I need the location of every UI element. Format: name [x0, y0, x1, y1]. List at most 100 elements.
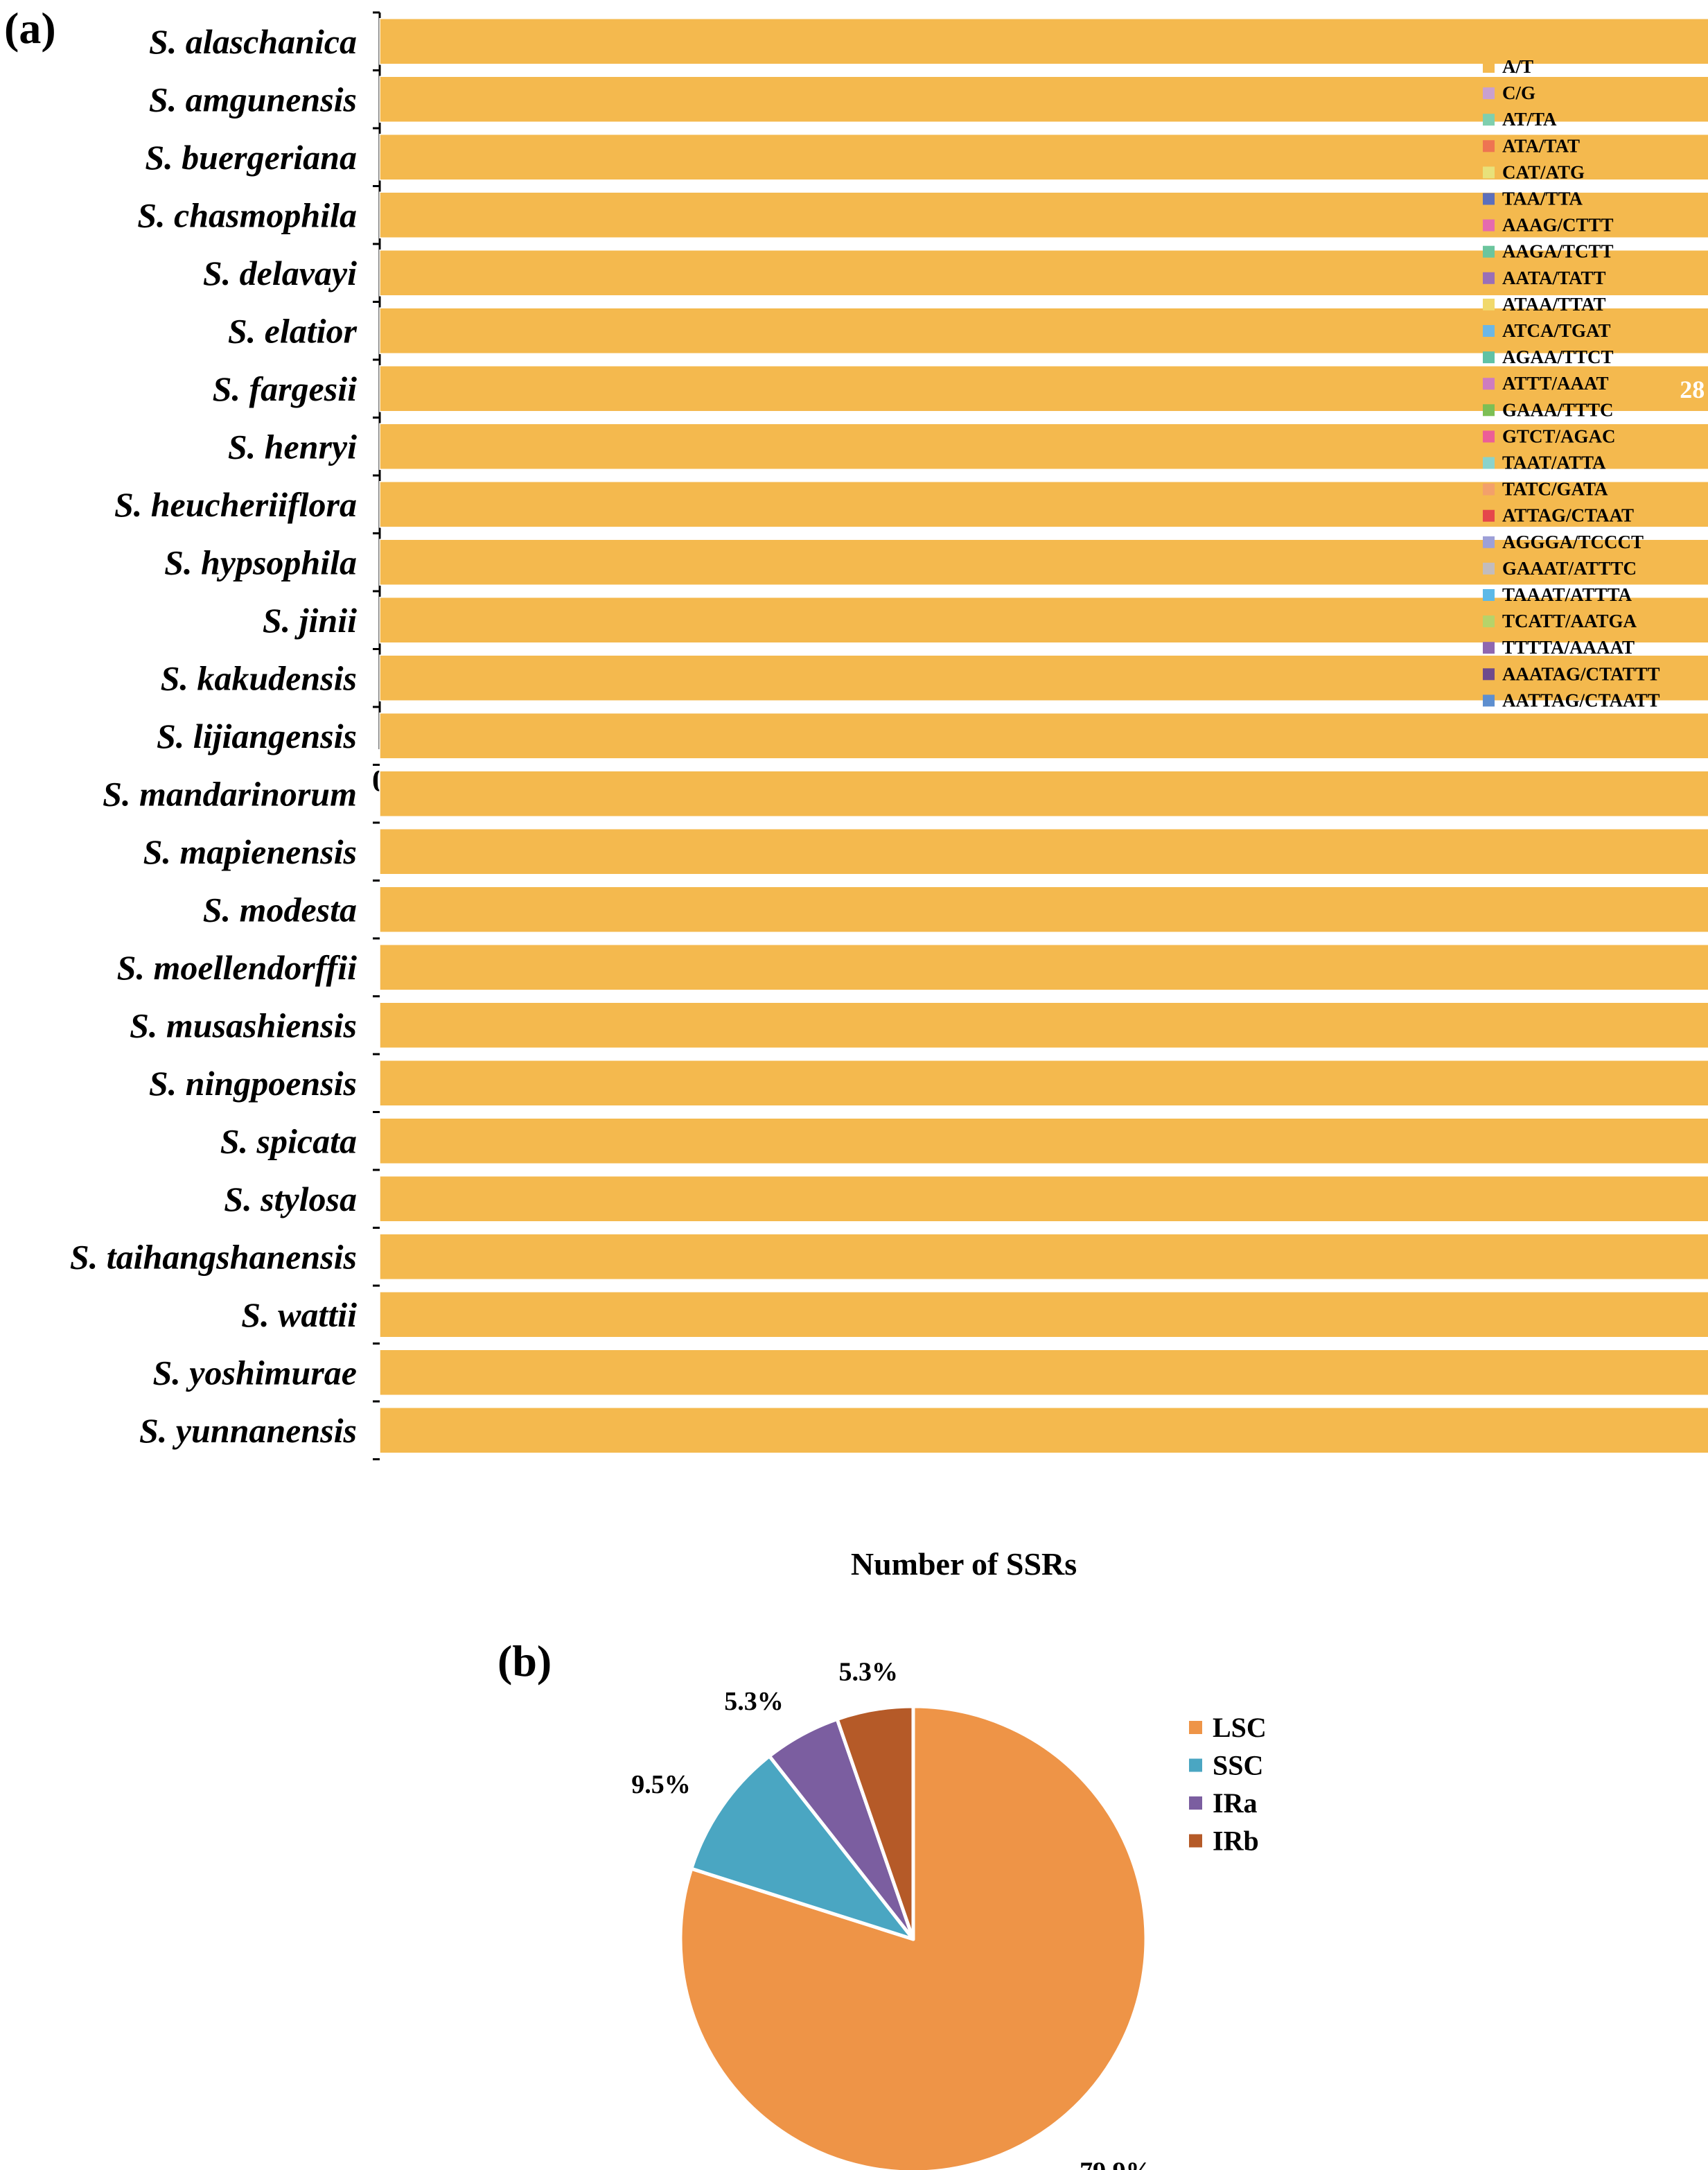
bar-row-s-heucheriiflora: S. heucheriiflora3031112111 — [114, 481, 1708, 528]
species-label: S. taihangshanensis — [70, 1237, 357, 1276]
legend-swatch — [1483, 615, 1495, 628]
bar-row-s-musashiensis: S. musashiensis29411112 — [130, 1001, 1708, 1049]
bar-row-s-moellendorffii: S. moellendorffii3931121 — [117, 944, 1708, 991]
bar-segment-a-t — [379, 1407, 1708, 1454]
legend-swatch — [1483, 245, 1495, 258]
pie-legend-swatch — [1189, 1834, 1202, 1848]
legend-item-taa-tta: TAA/TTA — [1483, 189, 1583, 209]
species-label: S. musashiensis — [130, 1006, 357, 1044]
x-axis-title: Number of SSRs — [851, 1546, 1077, 1582]
legend-swatch — [1483, 642, 1495, 654]
bar-row-s-mandarinorum: S. mandarinorum463111 — [103, 770, 1708, 817]
bar-row-s-delavayi: S. delavayi384111111 — [203, 250, 1708, 297]
pie-legend-item-ira: IRa — [1189, 1787, 1257, 1819]
legend-label: ATTT/AAAT — [1502, 373, 1609, 394]
legend-swatch — [1483, 61, 1495, 73]
bar-row-s-lijiangensis: S. lijiangensis4712121111 — [157, 712, 1708, 760]
legend-item-ata-tat: ATA/TAT — [1483, 135, 1580, 156]
legend-label: TAAT/ATTA — [1502, 453, 1606, 473]
bar-segment-a-t — [379, 18, 1708, 65]
legend-swatch — [1483, 589, 1495, 601]
pie-legend: LSC SSC IRa IRb — [1189, 1712, 1267, 1857]
pie-legend-swatch — [1189, 1721, 1202, 1734]
legend-swatch — [1483, 562, 1495, 575]
bar-row-s-ningpoensis: S. ningpoensis35411111 — [149, 1060, 1708, 1107]
legend-item-attt-aaat: ATTT/AAAT — [1483, 373, 1609, 394]
legend-label: AAGA/TCTT — [1502, 241, 1614, 262]
legend-swatch — [1483, 483, 1495, 496]
species-label: S. wattii — [241, 1295, 357, 1334]
legend-label: GAAAT/ATTTC — [1502, 558, 1637, 579]
legend-label: ATA/TAT — [1502, 135, 1580, 156]
bar-segment-a-t — [379, 712, 1708, 760]
pie-legend-item-lsc: LSC — [1189, 1712, 1267, 1743]
species-label: S. spicata — [220, 1121, 357, 1160]
legend-item-gaaa-tttc: GAAA/TTTC — [1483, 399, 1614, 420]
species-label: S. modesta — [203, 890, 357, 929]
species-label: S. delavayi — [203, 254, 357, 292]
bar-segment-label: 28 — [1680, 376, 1705, 403]
legend-swatch — [1483, 457, 1495, 469]
bar-segment-a-t — [379, 1291, 1708, 1338]
legend-label: A/T — [1502, 56, 1533, 77]
species-label: S. henryi — [228, 427, 357, 466]
species-label: S. mapienensis — [143, 832, 357, 871]
panel-a-label: (a) — [4, 3, 56, 53]
legend-label: GAAA/TTTC — [1502, 399, 1614, 420]
legend-item-taat-atta: TAAT/ATTA — [1483, 453, 1606, 473]
legend-swatch — [1483, 430, 1495, 443]
legend-item-ataa-ttat: ATAA/TTAT — [1483, 294, 1606, 315]
bar-row-s-spicata: S. spicata4332111 — [220, 1117, 1708, 1164]
bar-segment-a-t — [379, 1117, 1708, 1164]
legend-item-aattag-ctaatt: AATTAG/CTAATT — [1483, 690, 1660, 710]
bar-row-s-alaschanica: S. alaschanica38131111 — [149, 18, 1708, 65]
legend-item-tttta-aaaat: TTTTA/AAAAT — [1483, 637, 1635, 658]
bar-row-s-mapienensis: S. mapienensis361411111 — [143, 828, 1708, 875]
pie-legend-label: IRa — [1213, 1787, 1257, 1819]
legend-item-atca-tgat: ATCA/TGAT — [1483, 320, 1611, 341]
bar-row-s-yoshimurae: S. yoshimurae31411111 — [152, 1349, 1708, 1396]
legend-item-c-g: C/G — [1483, 82, 1535, 103]
species-label: S. hypsophila — [164, 543, 357, 581]
bar-row-s-stylosa: S. stylosa3431111 — [224, 1175, 1708, 1223]
pie-slice-irb — [835, 1704, 915, 1941]
legend-item-at-ta: AT/TA — [1483, 109, 1557, 130]
legend-swatch — [1483, 536, 1495, 548]
legend-swatch — [1483, 219, 1495, 231]
species-label: S. alaschanica — [149, 22, 357, 61]
bar-row-s-hypsophila: S. hypsophila392111121 — [164, 539, 1708, 586]
bar-segment-a-t — [379, 770, 1708, 817]
bar-row-s-taihangshanensis: S. taihangshanensis3614111 — [70, 1233, 1708, 1280]
legend-swatch — [1483, 298, 1495, 310]
bar-legend: A/T C/G AT/TA ATA/TAT CAT/ATG TAA/TTA AAAG/CTT… — [1483, 56, 1660, 710]
pie-legend-item-irb: IRb — [1189, 1826, 1259, 1857]
legend-label: TATC/GATA — [1502, 479, 1608, 500]
legend-label: ATCA/TGAT — [1502, 320, 1611, 341]
legend-swatch — [1483, 272, 1495, 284]
legend-label: AGAA/TTCT — [1502, 347, 1614, 367]
legend-item-tatc-gata: TATC/GATA — [1483, 479, 1608, 500]
species-label: S. heucheriiflora — [114, 485, 357, 524]
legend-item-aggga-tccct: AGGGA/TCCCT — [1483, 532, 1644, 552]
panel-b-label: (b) — [498, 1636, 552, 1686]
pie-slice-label: 79.9% — [1080, 2157, 1152, 2170]
species-label: S. amgunensis — [149, 80, 357, 119]
legend-swatch — [1483, 140, 1495, 152]
bar-segment-a-t — [379, 886, 1708, 933]
species-label: S. chasmophila — [137, 195, 357, 234]
legend-label: AAAG/CTTT — [1502, 215, 1614, 236]
legend-item-attag-ctaat: ATTAG/CTAAT — [1483, 505, 1634, 526]
legend-label: TAAAT/ATTTA — [1502, 584, 1632, 605]
bar-row-s-kakudensis: S. kakudensis3241111 — [161, 654, 1708, 701]
legend-item-gaaat-atttc: GAAAT/ATTTC — [1483, 558, 1637, 579]
species-label: S. jinii — [263, 601, 357, 640]
legend-swatch — [1483, 351, 1495, 364]
bar-segment-a-t — [379, 76, 1708, 123]
pie-slice-label: 5.3% — [838, 1657, 898, 1686]
bar-segment-a-t — [379, 944, 1708, 991]
pie-legend-swatch — [1189, 1796, 1202, 1810]
legend-label: C/G — [1502, 82, 1535, 103]
species-label: S. stylosa — [224, 1180, 357, 1218]
pie-legend-item-ssc: SSC — [1189, 1750, 1263, 1781]
